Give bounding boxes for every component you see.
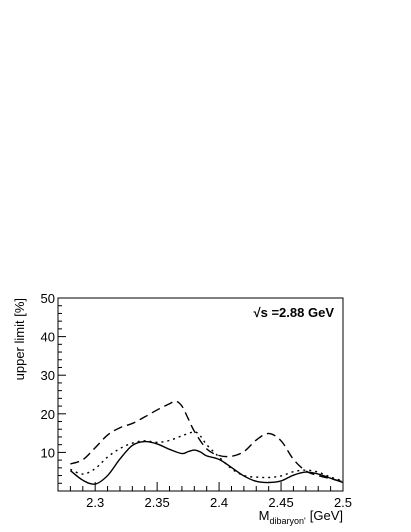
x-tick-label: 2.35 bbox=[144, 495, 169, 510]
x-axis-title-main: M bbox=[259, 508, 270, 523]
x-axis-title-unit: [GeV] bbox=[310, 508, 343, 523]
plot-frame bbox=[57, 297, 344, 492]
y-tick-label: 20 bbox=[41, 407, 55, 422]
series-layer bbox=[69, 400, 344, 485]
y-tick-label: 40 bbox=[41, 330, 55, 345]
series-line-solid bbox=[69, 440, 344, 485]
x-tick-label: 2.45 bbox=[268, 495, 293, 510]
y-tick-label: 50 bbox=[41, 291, 55, 306]
x-axis-title-subscript: dibaryon' bbox=[270, 516, 307, 526]
x-axis-ticks: 2.3 2.35 2.4 2.45 2.5 bbox=[57, 482, 352, 510]
annotation: √s =2.88 GeV bbox=[253, 305, 334, 320]
x-tick-label: 2.4 bbox=[210, 495, 228, 510]
series-line-dashed bbox=[70, 400, 344, 483]
y-axis-title: upper limit [%] bbox=[12, 298, 27, 380]
x-axis-title: Mdibaryon' [GeV] bbox=[259, 508, 343, 526]
y-tick-label: 10 bbox=[41, 445, 55, 460]
annotation-root-symbol: √ bbox=[253, 305, 261, 320]
x-tick-label: 2.3 bbox=[86, 495, 104, 510]
x-tick-label: 2.5 bbox=[334, 495, 352, 510]
y-tick-label: 30 bbox=[41, 368, 55, 383]
annotation-text: s =2.88 GeV bbox=[261, 305, 335, 320]
y-axis-ticks: 10 20 30 40 50 bbox=[41, 291, 66, 492]
